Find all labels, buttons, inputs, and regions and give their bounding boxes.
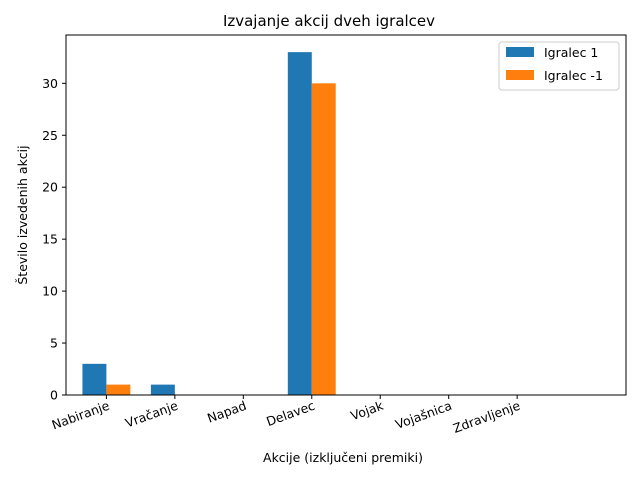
x-axis: Nabiranje Vračanje Napad Delavec Vojak Vojašn… <box>50 395 523 436</box>
bar-nabiranje-series-1 <box>106 384 131 395</box>
y-tick-label: 5 <box>50 336 58 351</box>
bar-vracanje-series-0 <box>150 384 175 395</box>
y-axis: 0 5 10 15 20 25 30 <box>42 76 66 403</box>
y-axis-label: Število izvedenih akcij <box>15 145 30 284</box>
y-tick-label: 10 <box>42 284 58 299</box>
x-tick-label-napad: Napad <box>205 398 248 426</box>
legend-label-igralec-minus-1: Igralec -1 <box>544 68 603 83</box>
legend-label-igralec-1: Igralec 1 <box>544 45 598 60</box>
legend-swatch-igralec-1 <box>506 47 534 57</box>
y-tick-label: 15 <box>42 232 58 247</box>
bar-delavec-series-1 <box>311 83 336 395</box>
x-axis-label: Akcije (izključeni premiki) <box>263 450 423 465</box>
legend-swatch-igralec-minus-1 <box>506 70 534 80</box>
chart-title: Izvajanje akcij dveh igralcev <box>223 12 435 30</box>
y-tick-label: 20 <box>42 180 58 195</box>
bar-nabiranje-series-0 <box>82 363 107 395</box>
x-tick-label-vojasnica: Vojašnica <box>393 398 453 432</box>
bars-group <box>82 52 336 396</box>
x-tick-label-delavec: Delavec <box>264 398 317 429</box>
legend: Igralec 1 Igralec -1 <box>498 41 620 91</box>
x-tick-label-zdravljenje: Zdravljenje <box>451 398 523 436</box>
x-tick-label-vracanje: Vračanje <box>123 398 180 431</box>
y-tick-label: 30 <box>42 76 58 91</box>
y-tick-label: 25 <box>42 128 58 143</box>
x-tick-label-nabiranje: Nabiranje <box>50 398 112 433</box>
bar-delavec-series-0 <box>287 52 312 396</box>
y-tick-label: 0 <box>50 388 58 403</box>
x-tick-label-vojak: Vojak <box>349 397 386 423</box>
plot-frame <box>65 34 627 396</box>
